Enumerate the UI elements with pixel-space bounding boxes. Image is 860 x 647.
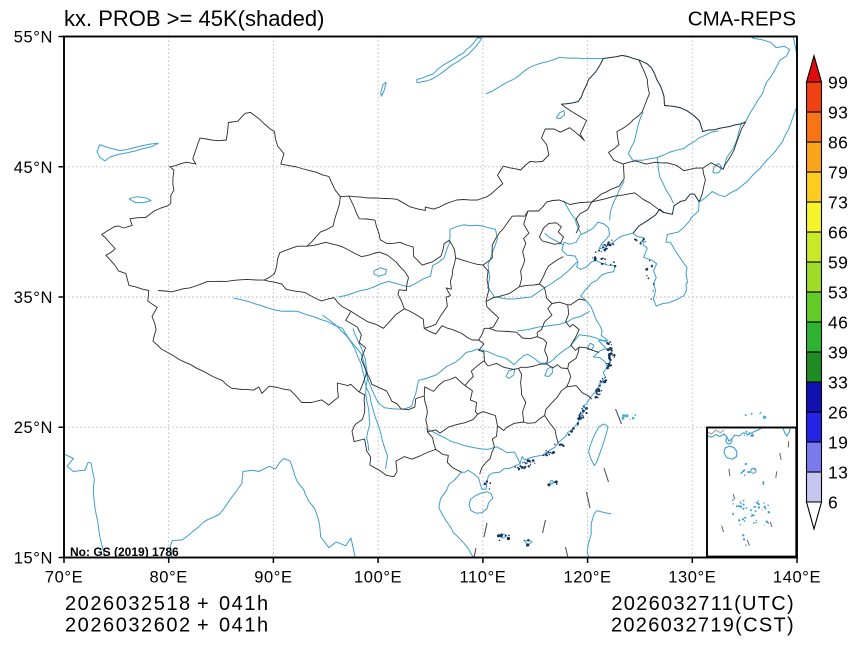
svg-text:130°E: 130°E [668, 569, 716, 587]
svg-text:+: + [197, 593, 209, 615]
svg-text:86: 86 [828, 132, 848, 152]
svg-text:26: 26 [828, 402, 848, 422]
svg-text:90°E: 90°E [254, 569, 292, 587]
svg-text:2026032518: 2026032518 [65, 593, 192, 615]
svg-text:13: 13 [828, 462, 848, 482]
svg-text:80°E: 80°E [150, 569, 188, 587]
svg-text:55°N: 55°N [14, 29, 53, 47]
svg-text:2026032711(UTC): 2026032711(UTC) [611, 593, 795, 615]
svg-text:99: 99 [828, 72, 848, 92]
svg-text:kx. PROB >= 45K(shaded): kx. PROB >= 45K(shaded) [64, 6, 324, 31]
svg-text:19: 19 [828, 432, 848, 452]
svg-text:45°N: 45°N [14, 159, 53, 177]
svg-text:2026032719(CST): 2026032719(CST) [611, 615, 795, 637]
svg-text:15°N: 15°N [14, 550, 53, 568]
svg-text:66: 66 [828, 222, 848, 242]
svg-text:46: 46 [828, 312, 848, 332]
svg-text:No: GS (2019) 1786: No: GS (2019) 1786 [70, 545, 179, 559]
svg-text:041h: 041h [219, 615, 270, 637]
svg-text:2026032602: 2026032602 [65, 615, 192, 637]
svg-text:59: 59 [828, 252, 848, 272]
svg-text:70°E: 70°E [45, 569, 83, 587]
svg-text:CMA-REPS: CMA-REPS [688, 8, 796, 31]
svg-text:53: 53 [828, 282, 848, 302]
svg-text:93: 93 [828, 102, 848, 122]
svg-text:120°E: 120°E [564, 569, 612, 587]
svg-text:73: 73 [828, 192, 848, 212]
svg-text:79: 79 [828, 162, 848, 182]
svg-text:+: + [197, 615, 209, 637]
svg-text:6: 6 [828, 492, 838, 512]
svg-text:100°E: 100°E [354, 569, 402, 587]
svg-text:041h: 041h [219, 593, 270, 615]
svg-text:33: 33 [828, 372, 848, 392]
svg-text:25°N: 25°N [14, 419, 53, 437]
svg-text:35°N: 35°N [14, 289, 53, 307]
svg-text:140°E: 140°E [773, 569, 821, 587]
svg-text:39: 39 [828, 342, 848, 362]
svg-text:110°E: 110°E [459, 569, 506, 587]
